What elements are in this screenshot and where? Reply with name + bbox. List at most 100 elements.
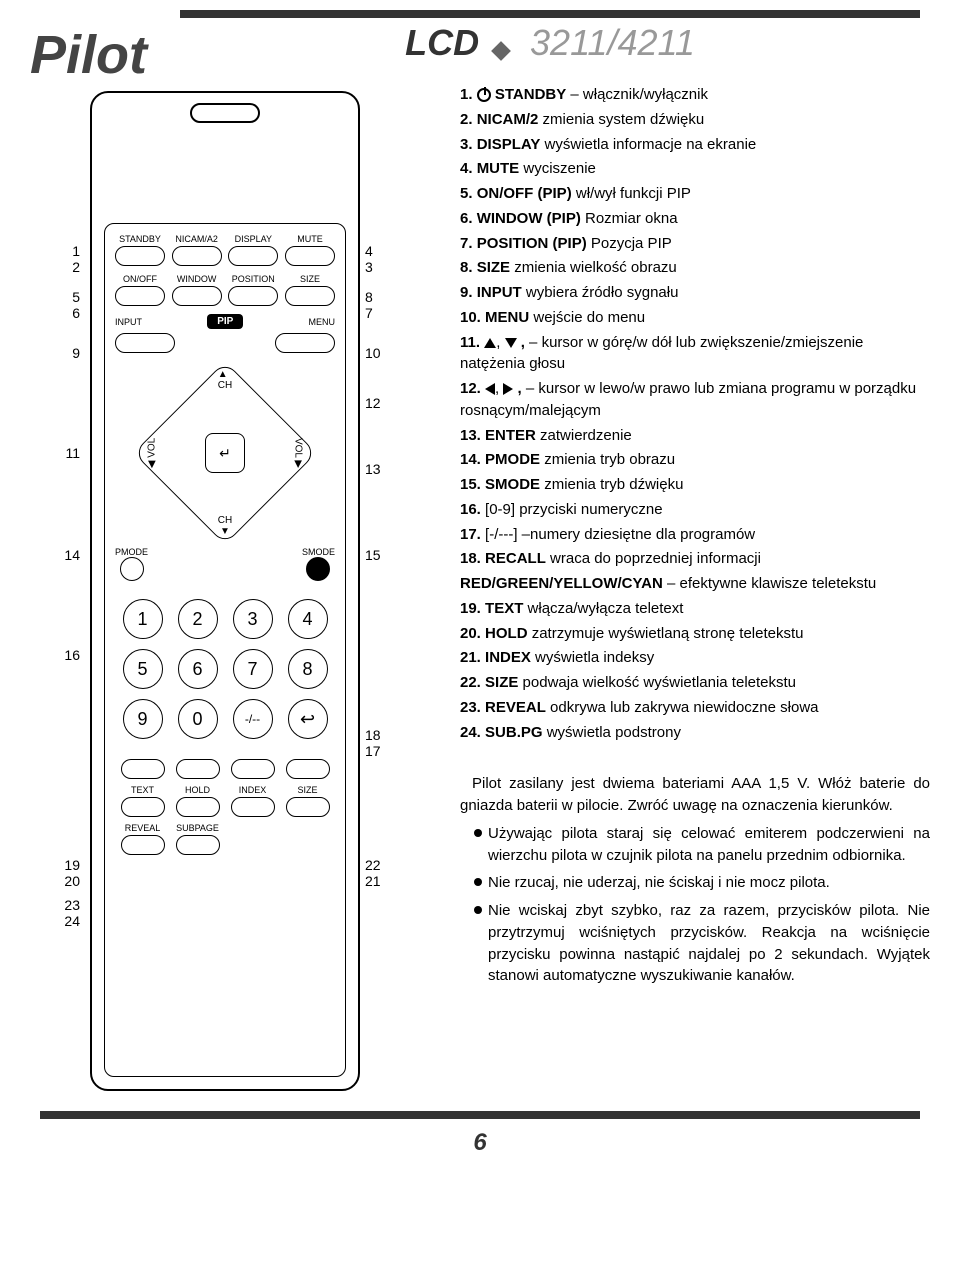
btn-standby[interactable] [115,246,165,266]
btn-cyan[interactable] [286,759,330,779]
callout-12: 12 [365,395,415,411]
btn-2[interactable]: 2 [178,599,218,639]
lbl-display: DISPLAY [228,234,278,244]
lbl-size: SIZE [285,274,335,284]
note-item: Nie rzucaj, nie uderzaj, nie ściskaj i n… [474,872,930,894]
callout-23: 23 [30,897,80,913]
right-column: 1. STANDBY – włącznik/wyłącznik2. NICAM/… [440,74,930,1091]
remote-inner: STANDBY NICAM/A2 DISPLAY MUTE ON/OFF WIN… [104,223,346,1077]
lbl-ch-down: CH▼ [218,515,232,537]
callout-15: 15 [365,547,415,563]
callout-2: 2 [30,259,80,275]
callout-3: 3 [365,259,415,275]
callout-17: 17 [365,743,415,759]
row1-buttons [115,246,335,266]
btn-display[interactable] [228,246,278,266]
btn-5[interactable]: 5 [123,649,163,689]
lbl-mute: MUTE [285,234,335,244]
definition-item: 14. PMODE zmienia tryb obrazu [460,449,930,471]
btn-reveal[interactable] [121,835,165,855]
callout-14: 14 [30,547,80,563]
callout-5: 5 [30,289,80,305]
btn-enter[interactable]: ↵ [205,433,245,473]
lbl-hold: HOLD [176,785,220,795]
btn-input[interactable] [115,333,175,353]
lbl-standby: STANDBY [115,234,165,244]
row2-labels: ON/OFF WINDOW POSITION SIZE [115,274,335,284]
lbl-smode: SMODE [302,547,335,557]
lbl-menu: MENU [309,317,336,327]
definition-item: 10. MENU wejście do menu [460,307,930,329]
btn-green[interactable] [176,759,220,779]
definition-item: 3. DISPLAY wyświetla informacje na ekran… [460,134,930,156]
dpad: ↵ ▲CH CH▼ ◀ VOL VOL ▶ [115,363,335,543]
lbl-onoff: ON/OFF [115,274,165,284]
text-buttons: TEXT HOLD INDEX SIZE REVEAL [115,785,335,855]
btn-8[interactable]: 8 [288,649,328,689]
lbl-input: INPUT [115,317,142,327]
btn-9[interactable]: 9 [123,699,163,739]
note-item: Nie wciskaj zbyt szybko, raz za razem, p… [474,900,930,987]
btn-smode[interactable] [306,557,330,581]
btn-index[interactable] [231,797,275,817]
btn-pmode[interactable] [120,557,144,581]
callout-16: 16 [30,647,80,663]
btn-yellow[interactable] [231,759,275,779]
btn-nicam[interactable] [172,246,222,266]
page-number: 6 [40,1111,920,1167]
smode-col: SMODE [302,547,335,581]
pmode-row: PMODE SMODE [115,547,335,581]
lbl-subpage: SUBPAGE [176,823,220,833]
callout-18: 18 [365,727,415,743]
btn-size[interactable] [285,286,335,306]
btn-position[interactable] [228,286,278,306]
row2-buttons [115,286,335,306]
callout-6: 6 [30,305,80,321]
btn-mute[interactable] [285,246,335,266]
btn-3[interactable]: 3 [233,599,273,639]
callout-19: 19 [30,857,80,873]
notes-list: Używając pilota staraj się celować emite… [460,823,930,987]
btn-6[interactable]: 6 [178,649,218,689]
lbl-window: WINDOW [172,274,222,284]
btn-text[interactable] [121,797,165,817]
lbl-size2: SIZE [286,785,330,795]
triangle-left-icon [485,383,495,395]
btn-4[interactable]: 4 [288,599,328,639]
btn-hold[interactable] [176,797,220,817]
btn-1[interactable]: 1 [123,599,163,639]
definition-item: 23. REVEAL odkrywa lub zakrywa niewidocz… [460,697,930,719]
row3-buttons [115,333,335,353]
remote-diagram: STANDBY NICAM/A2 DISPLAY MUTE ON/OFF WIN… [30,91,410,1091]
btn-0[interactable]: 0 [178,699,218,739]
header-rule [180,10,920,18]
definition-item: RED/GREEN/YELLOW/CYAN – efektywne klawis… [460,573,930,595]
callout-9: 9 [30,345,80,361]
ir-emitter [190,103,260,123]
btn-dash[interactable]: -/-- [233,699,273,739]
btn-size2[interactable] [286,797,330,817]
btn-onoff[interactable] [115,286,165,306]
callout-8: 8 [365,289,415,305]
callout-10: 10 [365,345,415,361]
callout-7: 7 [365,305,415,321]
definition-item: 11. , , – kursor w górę/w dół lub zwięks… [460,332,930,376]
left-column: Pilot STANDBY NICAM/A2 DISPLAY MUTE [30,74,440,1091]
remote-outline: STANDBY NICAM/A2 DISPLAY MUTE ON/OFF WIN… [90,91,360,1091]
page-body: Pilot STANDBY NICAM/A2 DISPLAY MUTE [0,74,960,1111]
pmode-col: PMODE [115,547,148,581]
btn-menu[interactable] [275,333,335,353]
btn-recall[interactable]: ↩ [288,699,328,739]
btn-red[interactable] [121,759,165,779]
btn-window[interactable] [172,286,222,306]
definition-item: 16. [0-9] przyciski numeryczne [460,499,930,521]
callout-11: 11 [30,445,80,461]
lbl-vol-left: ◀ VOL [147,438,158,468]
definition-item: 5. ON/OFF (PIP) wł/wył funkcji PIP [460,183,930,205]
callout-13: 13 [365,461,415,477]
btn-7[interactable]: 7 [233,649,273,689]
section-title: Pilot [30,24,440,86]
definition-item: 2. NICAM/2 zmienia system dźwięku [460,109,930,131]
btn-subpage[interactable] [176,835,220,855]
triangle-right-icon [503,383,513,395]
